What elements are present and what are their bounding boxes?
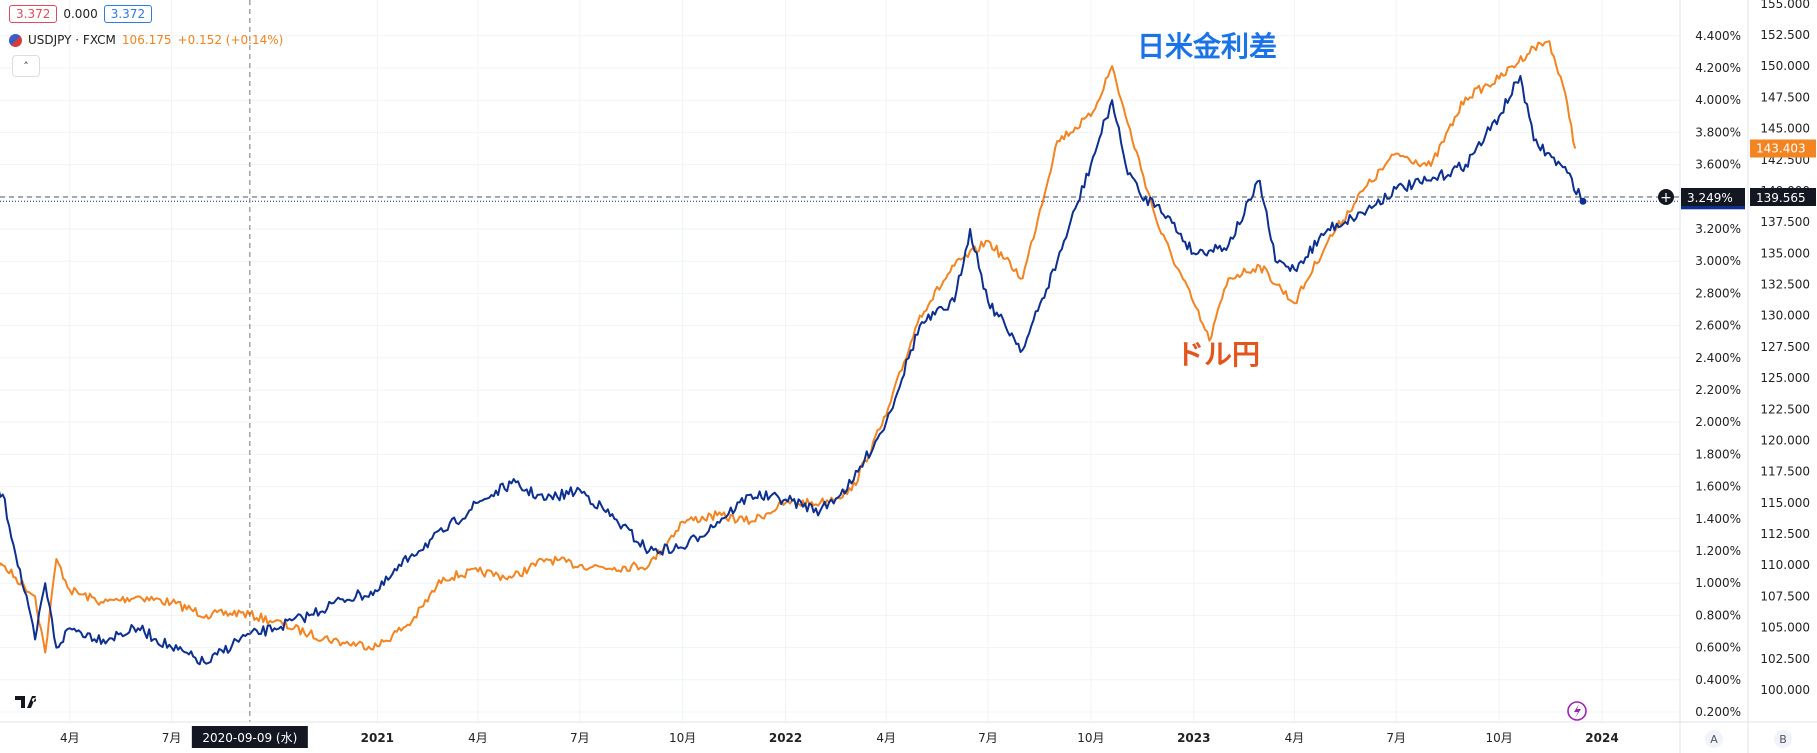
- right-axis-tick-label: 102.500: [1760, 652, 1810, 666]
- right-axis-tick-label: 152.500: [1760, 28, 1810, 42]
- left-axis-tick-label: 2.400%: [1695, 351, 1741, 365]
- x-tick-label: 4月: [60, 731, 80, 745]
- left-axis-tick-label: 0.400%: [1695, 673, 1741, 687]
- usdjpy-annotation: ドル円: [1176, 338, 1260, 371]
- left-axis-tick-label: 3.600%: [1695, 158, 1741, 172]
- right-axis-tick-label: 110.000: [1760, 558, 1810, 572]
- x-tick-label: 2021: [361, 731, 394, 745]
- right-axis-tick-label: 132.500: [1760, 278, 1810, 292]
- left-axis-tick-label: 0.800%: [1695, 608, 1741, 622]
- symbol-name: USDJPY · FXCM: [28, 33, 116, 47]
- left-axis-tick-label: 1.800%: [1695, 447, 1741, 461]
- rate-diff-last-point: [1579, 197, 1587, 205]
- right-axis-tick-label: 150.000: [1760, 59, 1810, 73]
- left-axis-tick-label: 1.000%: [1695, 576, 1741, 590]
- x-tick-label: 7月: [570, 731, 590, 745]
- rate-diff-series-line: [0, 75, 1584, 666]
- scale-button-b: [1774, 730, 1792, 748]
- usdjpy-price-badge-text: 143.403: [1756, 141, 1806, 155]
- symbol-price: 106.175: [121, 33, 172, 47]
- scale-button-label: A: [1710, 733, 1718, 746]
- left-axis-tick-label: 4.400%: [1695, 29, 1741, 43]
- usd-jpy-flag-icon: [9, 33, 22, 47]
- right-axis-tick-label: 135.000: [1760, 246, 1810, 260]
- left-axis-tick-label: 3.000%: [1695, 254, 1741, 268]
- x-tick-label: 4月: [876, 731, 896, 745]
- tradingview-logo-icon: [15, 696, 37, 708]
- symbol-change: +0.152 (+0.14%): [177, 33, 284, 47]
- usdjpy-price-badge: [1750, 139, 1816, 158]
- value-mid: 0.000: [63, 7, 98, 21]
- header-values: 3.372 0.000 3.372: [9, 5, 153, 23]
- right-axis-tick-label: 112.500: [1760, 527, 1810, 541]
- left-axis-tick-label: 1.200%: [1695, 544, 1741, 558]
- value-left-badge: 3.372: [9, 5, 58, 23]
- right-axis-tick-label: 105.000: [1760, 621, 1810, 635]
- right-axis-tick-label: 137.500: [1760, 215, 1810, 229]
- right-axis-tick-label: 155.000: [1760, 0, 1810, 11]
- left-axis-tick-label: 3.800%: [1695, 125, 1741, 139]
- grid-lines: [0, 0, 1680, 722]
- right-axis-tick-label: 147.500: [1760, 90, 1810, 104]
- collapse-legend-button[interactable]: ˄: [12, 55, 40, 77]
- right-axis-tick-label: 107.500: [1760, 589, 1810, 603]
- left-axis-tick-label: 4.000%: [1695, 93, 1741, 107]
- scale-button-label: B: [1779, 733, 1787, 746]
- usdjpy-series-line: [0, 40, 1577, 654]
- left-axis-tick-label: 2.000%: [1695, 415, 1741, 429]
- left-axis-tick-label: 1.400%: [1695, 512, 1741, 526]
- right-axis-tick-label: 117.500: [1760, 465, 1810, 479]
- value-right-badge: 3.372: [103, 5, 153, 23]
- right-axis-tick-label: 130.000: [1760, 309, 1810, 323]
- left-axis-tick-label: 2.200%: [1695, 383, 1741, 397]
- x-tick-label: 4月: [468, 731, 488, 745]
- crosshair: 2020-09-09 (水): [0, 0, 1680, 748]
- x-tick-label: 4月: [1285, 731, 1305, 745]
- left-axis-tick-label: 1.600%: [1695, 480, 1741, 494]
- x-tick-label: 10月: [669, 731, 696, 745]
- x-tick-label: 2022: [769, 731, 802, 745]
- scale-button-a: [1705, 730, 1723, 748]
- right-axis-tick-label: 115.000: [1760, 496, 1810, 510]
- rate-diff-annotation: 日米金利差: [1137, 30, 1277, 63]
- lightning-icon: [1567, 701, 1587, 721]
- crosshair-date-box: [191, 726, 308, 748]
- lightning-bolt-glyph: [1574, 704, 1581, 718]
- right-axis-tick-label: 100.000: [1760, 683, 1810, 697]
- left-axis-tick-label: 3.200%: [1695, 222, 1741, 236]
- left-axis-tick-label: 0.200%: [1695, 705, 1741, 719]
- crosshair-price-badge-text: 139.565: [1756, 191, 1806, 205]
- left-axis-tick-label: 4.200%: [1695, 61, 1741, 75]
- symbol-legend[interactable]: USDJPY · FXCM 106.175 +0.152 (+0.14%): [9, 33, 283, 47]
- left-axis-tick-label: 0.600%: [1695, 641, 1741, 655]
- x-tick-label: 2024: [1585, 731, 1618, 745]
- x-tick-label: 7月: [162, 731, 182, 745]
- right-axis-tick-label: 122.500: [1760, 402, 1810, 416]
- add-alert-plus-glyph: +: [1660, 190, 1672, 206]
- rate-badge-bottom-text: 3.249%: [1687, 191, 1733, 205]
- x-tick-label: 10月: [1077, 731, 1104, 745]
- left-axis-tick-label: 2.800%: [1695, 286, 1741, 300]
- x-tick-label: 10月: [1485, 731, 1512, 745]
- right-axis-tick-label: 125.000: [1760, 371, 1810, 385]
- x-tick-label: 7月: [1386, 731, 1406, 745]
- left-axis-tick-label: 2.600%: [1695, 319, 1741, 333]
- x-tick-label: 7月: [978, 731, 998, 745]
- crosshair-date-label: 2020-09-09 (水): [202, 731, 297, 745]
- right-axis-tick-label: 127.500: [1760, 340, 1810, 354]
- crosshair-price-badge: [1750, 188, 1816, 206]
- rate-badge-bottom: [1681, 188, 1745, 206]
- right-axis-tick-label: 120.000: [1760, 433, 1810, 447]
- add-alert-icon: [1658, 189, 1674, 205]
- x-tick-label: 2023: [1177, 731, 1210, 745]
- right-axis-tick-label: 145.000: [1760, 122, 1810, 136]
- series-lines: [0, 40, 1587, 666]
